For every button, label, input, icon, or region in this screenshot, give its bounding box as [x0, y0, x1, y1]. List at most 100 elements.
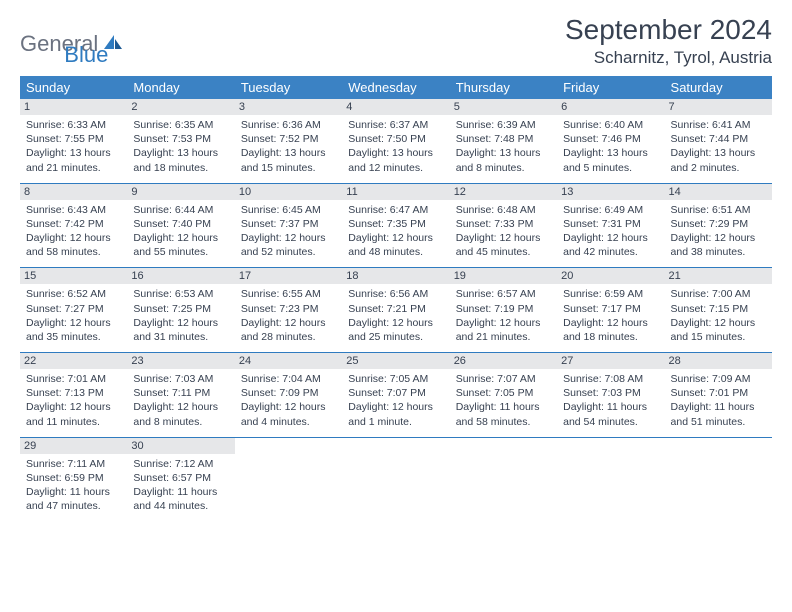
- day-cell: 13Sunrise: 6:49 AMSunset: 7:31 PMDayligh…: [557, 183, 664, 268]
- daylight-line: Daylight: 12 hours and 1 minute.: [348, 400, 443, 428]
- day-cell: 20Sunrise: 6:59 AMSunset: 7:17 PMDayligh…: [557, 268, 664, 353]
- weekday-header: Monday: [127, 76, 234, 99]
- sunrise-line: Sunrise: 7:08 AM: [563, 372, 658, 386]
- day-number: 5: [450, 99, 557, 115]
- sunset-line: Sunset: 7:27 PM: [26, 302, 121, 316]
- sunset-line: Sunset: 7:31 PM: [563, 217, 658, 231]
- daylight-line: Daylight: 13 hours and 21 minutes.: [26, 146, 121, 174]
- day-cell: 5Sunrise: 6:39 AMSunset: 7:48 PMDaylight…: [450, 99, 557, 183]
- sunrise-line: Sunrise: 6:53 AM: [133, 287, 228, 301]
- day-cell: [557, 437, 664, 521]
- sunset-line: Sunset: 7:40 PM: [133, 217, 228, 231]
- day-cell: 8Sunrise: 6:43 AMSunset: 7:42 PMDaylight…: [20, 183, 127, 268]
- day-number: 22: [20, 353, 127, 369]
- day-number: 27: [557, 353, 664, 369]
- weekday-header: Saturday: [665, 76, 772, 99]
- day-number: 3: [235, 99, 342, 115]
- day-number: 1: [20, 99, 127, 115]
- sunrise-line: Sunrise: 7:07 AM: [456, 372, 551, 386]
- sunset-line: Sunset: 7:19 PM: [456, 302, 551, 316]
- day-number: 24: [235, 353, 342, 369]
- day-cell: 14Sunrise: 6:51 AMSunset: 7:29 PMDayligh…: [665, 183, 772, 268]
- day-cell: 15Sunrise: 6:52 AMSunset: 7:27 PMDayligh…: [20, 268, 127, 353]
- weekday-header: Thursday: [450, 76, 557, 99]
- day-number: 20: [557, 268, 664, 284]
- day-cell: 21Sunrise: 7:00 AMSunset: 7:15 PMDayligh…: [665, 268, 772, 353]
- daylight-line: Daylight: 12 hours and 8 minutes.: [133, 400, 228, 428]
- sunrise-line: Sunrise: 6:43 AM: [26, 203, 121, 217]
- daylight-line: Daylight: 13 hours and 5 minutes.: [563, 146, 658, 174]
- day-cell: 2Sunrise: 6:35 AMSunset: 7:53 PMDaylight…: [127, 99, 234, 183]
- day-cell: 17Sunrise: 6:55 AMSunset: 7:23 PMDayligh…: [235, 268, 342, 353]
- day-cell: 28Sunrise: 7:09 AMSunset: 7:01 PMDayligh…: [665, 353, 772, 438]
- day-cell: 7Sunrise: 6:41 AMSunset: 7:44 PMDaylight…: [665, 99, 772, 183]
- sunrise-line: Sunrise: 6:37 AM: [348, 118, 443, 132]
- day-cell: 30Sunrise: 7:12 AMSunset: 6:57 PMDayligh…: [127, 437, 234, 521]
- week-row: 22Sunrise: 7:01 AMSunset: 7:13 PMDayligh…: [20, 353, 772, 438]
- weekday-header-row: SundayMondayTuesdayWednesdayThursdayFrid…: [20, 76, 772, 99]
- sunset-line: Sunset: 7:11 PM: [133, 386, 228, 400]
- sunrise-line: Sunrise: 6:45 AM: [241, 203, 336, 217]
- sunset-line: Sunset: 7:35 PM: [348, 217, 443, 231]
- sunset-line: Sunset: 7:48 PM: [456, 132, 551, 146]
- sunrise-line: Sunrise: 6:59 AM: [563, 287, 658, 301]
- day-number: 29: [20, 438, 127, 454]
- sunset-line: Sunset: 7:33 PM: [456, 217, 551, 231]
- sunrise-line: Sunrise: 6:44 AM: [133, 203, 228, 217]
- day-number: 14: [665, 184, 772, 200]
- sunrise-line: Sunrise: 7:00 AM: [671, 287, 766, 301]
- day-number: 13: [557, 184, 664, 200]
- sunrise-line: Sunrise: 7:11 AM: [26, 457, 121, 471]
- day-number: 4: [342, 99, 449, 115]
- day-number: 11: [342, 184, 449, 200]
- day-number: 12: [450, 184, 557, 200]
- sunrise-line: Sunrise: 6:39 AM: [456, 118, 551, 132]
- day-cell: 1Sunrise: 6:33 AMSunset: 7:55 PMDaylight…: [20, 99, 127, 183]
- title-block: September 2024 Scharnitz, Tyrol, Austria: [565, 14, 772, 68]
- day-cell: 26Sunrise: 7:07 AMSunset: 7:05 PMDayligh…: [450, 353, 557, 438]
- day-number: 25: [342, 353, 449, 369]
- day-number: 26: [450, 353, 557, 369]
- day-number: 9: [127, 184, 234, 200]
- day-cell: 22Sunrise: 7:01 AMSunset: 7:13 PMDayligh…: [20, 353, 127, 438]
- daylight-line: Daylight: 12 hours and 11 minutes.: [26, 400, 121, 428]
- daylight-line: Daylight: 12 hours and 25 minutes.: [348, 316, 443, 344]
- daylight-line: Daylight: 12 hours and 21 minutes.: [456, 316, 551, 344]
- sunrise-line: Sunrise: 7:03 AM: [133, 372, 228, 386]
- sunset-line: Sunset: 6:59 PM: [26, 471, 121, 485]
- daylight-line: Daylight: 12 hours and 4 minutes.: [241, 400, 336, 428]
- day-number: 21: [665, 268, 772, 284]
- daylight-line: Daylight: 11 hours and 44 minutes.: [133, 485, 228, 513]
- daylight-line: Daylight: 12 hours and 15 minutes.: [671, 316, 766, 344]
- brand-part2: Blue: [64, 42, 108, 67]
- sunset-line: Sunset: 7:21 PM: [348, 302, 443, 316]
- weekday-header: Tuesday: [235, 76, 342, 99]
- sunset-line: Sunset: 7:46 PM: [563, 132, 658, 146]
- sunrise-line: Sunrise: 6:56 AM: [348, 287, 443, 301]
- day-cell: 4Sunrise: 6:37 AMSunset: 7:50 PMDaylight…: [342, 99, 449, 183]
- calendar-table: SundayMondayTuesdayWednesdayThursdayFrid…: [20, 76, 772, 521]
- day-cell: 11 Sunrise: 6:47 AMSunset: 7:35 PMDayligh…: [342, 183, 449, 268]
- daylight-line: Daylight: 12 hours and 48 minutes.: [348, 231, 443, 259]
- sunset-line: Sunset: 7:53 PM: [133, 132, 228, 146]
- day-number: 16: [127, 268, 234, 284]
- sunset-line: Sunset: 7:52 PM: [241, 132, 336, 146]
- day-cell: 9Sunrise: 6:44 AMSunset: 7:40 PMDaylight…: [127, 183, 234, 268]
- sunrise-line: Sunrise: 7:12 AM: [133, 457, 228, 471]
- sunset-line: Sunset: 7:55 PM: [26, 132, 121, 146]
- day-cell: 23Sunrise: 7:03 AMSunset: 7:11 PMDayligh…: [127, 353, 234, 438]
- week-row: 29 Sunrise: 7:11 AMSunset: 6:59 PM Dayligh…: [20, 437, 772, 521]
- daylight-line: Daylight: 12 hours and 31 minutes.: [133, 316, 228, 344]
- location-text: Scharnitz, Tyrol, Austria: [565, 48, 772, 68]
- daylight-line: Daylight: 12 hours and 58 minutes.: [26, 231, 121, 259]
- sunrise-line: Sunrise: 6:49 AM: [563, 203, 658, 217]
- day-cell: 24Sunrise: 7:04 AMSunset: 7:09 PMDayligh…: [235, 353, 342, 438]
- day-cell: [342, 437, 449, 521]
- sunset-line: Sunset: 7:17 PM: [563, 302, 658, 316]
- sunset-line: Sunset: 7:25 PM: [133, 302, 228, 316]
- daylight-line: Daylight: 13 hours and 12 minutes.: [348, 146, 443, 174]
- daylight-line: Daylight: 12 hours and 52 minutes.: [241, 231, 336, 259]
- sunrise-line: Sunrise: 6:35 AM: [133, 118, 228, 132]
- day-cell: 18Sunrise: 6:56 AMSunset: 7:21 PMDayligh…: [342, 268, 449, 353]
- sunrise-line: Sunrise: 6:47 AM: [348, 203, 443, 217]
